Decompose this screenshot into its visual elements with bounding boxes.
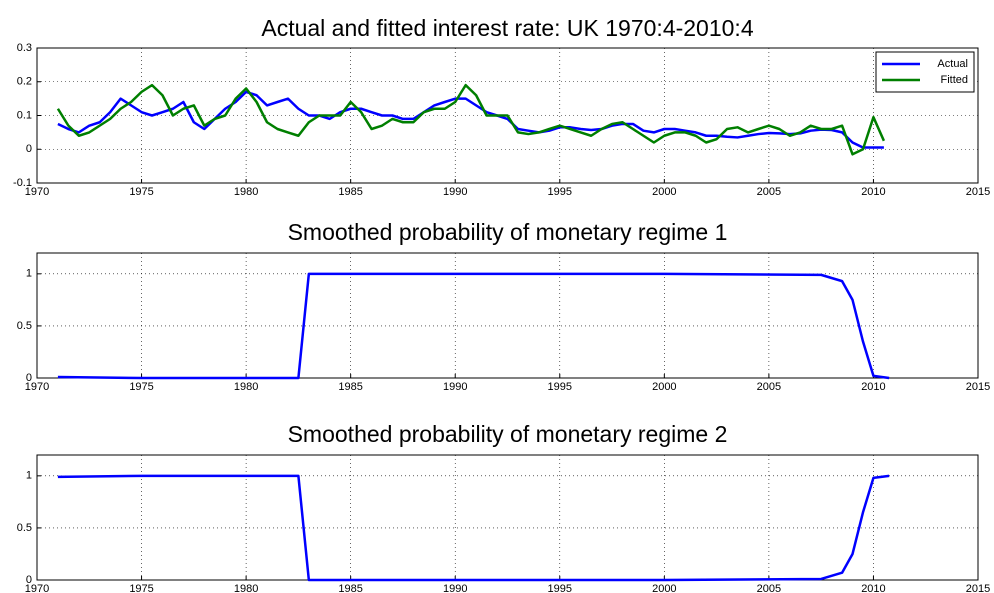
x-tick-label: 2010 bbox=[861, 381, 885, 393]
x-tick-label: 2005 bbox=[757, 583, 781, 593]
x-tick-label: 2015 bbox=[966, 381, 990, 393]
x-tick-label: 1990 bbox=[443, 186, 467, 198]
plot-area bbox=[37, 253, 978, 378]
legend-box bbox=[875, 51, 975, 93]
y-tick-label: 0.1 bbox=[17, 109, 32, 121]
y-tick-label: 0 bbox=[26, 372, 32, 384]
x-tick-label: 1975 bbox=[129, 381, 153, 393]
y-tick-label: 0 bbox=[26, 574, 32, 586]
x-tick-label: 2005 bbox=[757, 186, 781, 198]
x-tick-label: 1985 bbox=[338, 583, 362, 593]
plot-frame bbox=[36, 47, 979, 184]
y-tick-label: -0.1 bbox=[13, 177, 32, 189]
data-line bbox=[57, 90, 884, 149]
x-tick-label: 2005 bbox=[757, 381, 781, 393]
data-line bbox=[57, 474, 890, 582]
x-tick-label: 2015 bbox=[966, 583, 990, 593]
y-tick-label: 0.5 bbox=[17, 320, 32, 332]
y-tick-label: 0 bbox=[26, 143, 32, 155]
x-tick-label: 1980 bbox=[234, 186, 258, 198]
x-tick-label: 1985 bbox=[338, 186, 362, 198]
x-tick-label: 2010 bbox=[861, 583, 885, 593]
x-tick-label: 1975 bbox=[129, 186, 153, 198]
x-tick-label: 2000 bbox=[652, 381, 676, 393]
data-line bbox=[57, 272, 890, 380]
x-tick-label: 2000 bbox=[652, 186, 676, 198]
x-tick-label: 1995 bbox=[548, 583, 572, 593]
chart-title: Actual and fitted interest rate: UK 1970… bbox=[261, 15, 753, 41]
x-tick-label: 1985 bbox=[338, 381, 362, 393]
plot-frame bbox=[36, 252, 979, 379]
plot-area bbox=[37, 455, 978, 580]
y-tick-label: 1 bbox=[26, 470, 32, 482]
y-tick-label: 1 bbox=[26, 268, 32, 280]
x-tick-label: 1980 bbox=[234, 381, 258, 393]
chart-title: Smoothed probability of monetary regime … bbox=[288, 219, 728, 245]
x-tick-label: 1980 bbox=[234, 583, 258, 593]
x-tick-label: 1970 bbox=[25, 381, 49, 393]
y-tick-label: 0.3 bbox=[17, 42, 32, 54]
legend-label: Fitted bbox=[940, 74, 968, 86]
x-tick-label: 1990 bbox=[443, 381, 467, 393]
y-tick-label: 0.2 bbox=[17, 76, 32, 88]
data-line bbox=[56, 83, 886, 156]
legend-label: Actual bbox=[937, 58, 968, 70]
x-tick-label: 2000 bbox=[652, 583, 676, 593]
x-tick-label: 2010 bbox=[861, 186, 885, 198]
x-tick-label: 1990 bbox=[443, 583, 467, 593]
y-tick-label: 0.5 bbox=[17, 522, 32, 534]
chart-title: Smoothed probability of monetary regime … bbox=[288, 421, 728, 447]
x-tick-label: 1975 bbox=[129, 583, 153, 593]
x-tick-label: 1995 bbox=[548, 381, 572, 393]
x-tick-label: 1970 bbox=[25, 186, 49, 198]
x-tick-label: 1970 bbox=[25, 583, 49, 593]
x-tick-label: 1995 bbox=[548, 186, 572, 198]
x-tick-label: 2015 bbox=[966, 186, 990, 198]
